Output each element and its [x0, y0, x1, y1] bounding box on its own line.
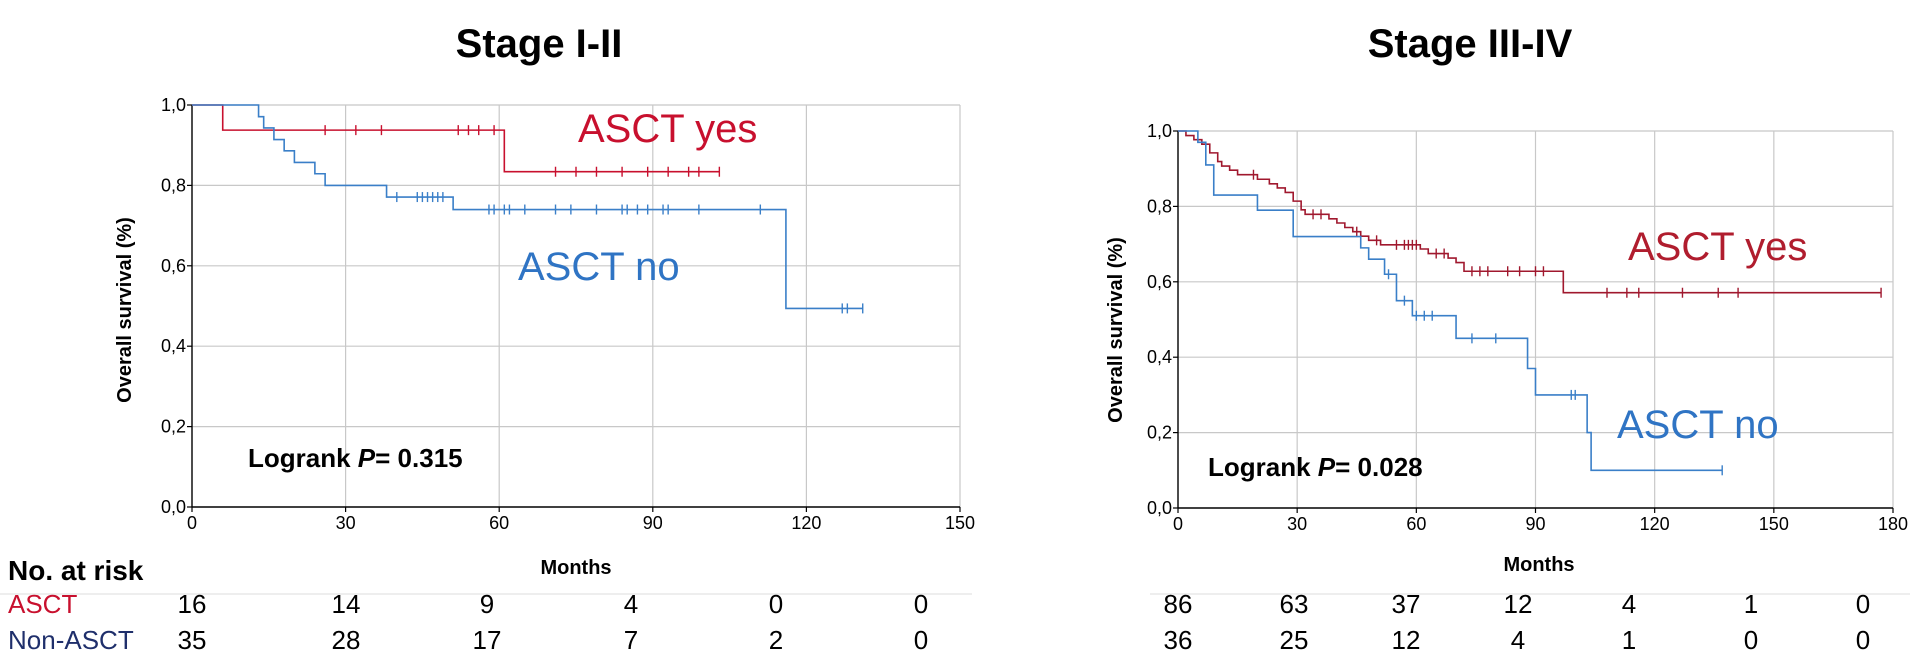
- grid: [1178, 130, 1894, 508]
- risk-value: 0: [1856, 625, 1870, 655]
- y-tick-label: 0,8: [161, 175, 186, 195]
- risk-value: 12: [1504, 589, 1533, 619]
- risk-value: 16: [178, 589, 207, 619]
- logrank-p: P: [1318, 452, 1336, 482]
- logrank-label: Logrank P= 0.028: [1208, 452, 1423, 482]
- y-tick-label: 1,0: [161, 95, 186, 115]
- axes: [187, 104, 961, 512]
- tick-labels: 0 30 60 90 120 150 180 0,0 0,2 0,4 0,6 0,8 1,0: [1147, 121, 1908, 534]
- series-group: [1178, 130, 1882, 476]
- x-tick-label: 90: [1525, 514, 1545, 534]
- risk-value: 2: [769, 625, 783, 655]
- y-tick-label: 0,2: [1147, 423, 1172, 443]
- x-tick-label: 120: [791, 513, 821, 533]
- risk-value: 9: [480, 589, 494, 619]
- chart-title: Stage III-IV: [1368, 22, 1573, 66]
- series-1-curve: [1178, 130, 1723, 472]
- risk-value: 1: [1622, 625, 1636, 655]
- risk-value: 12: [1392, 625, 1421, 655]
- series-group: [192, 104, 864, 314]
- y-tick-label: 0,0: [161, 497, 186, 517]
- risk-value: 36: [1164, 625, 1193, 655]
- y-tick-label: 0,4: [161, 336, 186, 356]
- x-tick-label: 180: [1878, 514, 1908, 534]
- risk-table-header: No. at risk: [8, 555, 144, 586]
- x-tick-label: 150: [1759, 514, 1789, 534]
- y-tick-label: 0,0: [1147, 498, 1172, 518]
- annotation-ascti-no: ASCT no: [1617, 403, 1779, 447]
- risk-table: No. at risk ASCT Non-ASCT 16 14 9 4 0 035 28 17…: [0, 555, 1910, 655]
- y-tick-label: 0,8: [1147, 196, 1172, 216]
- risk-values-stage-3-4: 86 63 37 12 4 1 0 36 25 12 4 1 0 0: [1164, 589, 1871, 655]
- annotation-ascti-yes: ASCT yes: [1628, 225, 1807, 269]
- risk-value: 1: [1744, 589, 1758, 619]
- risk-value: 0: [1856, 589, 1870, 619]
- logrank-value: = 0.028: [1335, 452, 1422, 482]
- risk-value: 0: [914, 625, 928, 655]
- risk-value: 35: [178, 625, 207, 655]
- risk-row-label-non-ascti: Non-ASCT: [8, 625, 134, 655]
- risk-value: 0: [769, 589, 783, 619]
- x-tick-label: 30: [336, 513, 356, 533]
- logrank-value: = 0.315: [375, 443, 462, 473]
- risk-value: 0: [914, 589, 928, 619]
- risk-row-label-ascti: ASCT: [8, 589, 77, 619]
- risk-value: 4: [1511, 625, 1525, 655]
- x-tick-label: 60: [1406, 514, 1426, 534]
- tick-labels: 0 30 60 90 120 150 0,0 0,2 0,4 0,6 0,8 1,0: [161, 95, 975, 533]
- logrank-p: P: [358, 443, 376, 473]
- annotation-ascti-yes: ASCT yes: [578, 107, 757, 151]
- y-axis-label: Overall survival (%): [1105, 237, 1127, 423]
- risk-value: 28: [332, 625, 361, 655]
- y-tick-label: 0,6: [161, 256, 186, 276]
- logrank-prefix: Logrank: [1208, 452, 1318, 482]
- risk-value: 7: [624, 625, 638, 655]
- risk-value: 4: [624, 589, 638, 619]
- risk-values-stage-1-2: 16 14 9 4 0 0 35 28 17 7 2 0: [178, 589, 929, 655]
- x-axis-label: Months: [540, 557, 611, 579]
- risk-value: 0: [1744, 625, 1758, 655]
- chart-stage-1-2: Stage I-II 0 30 60 90 120 150 0,0 0,2 0,4 0,6 0,8 1…: [114, 22, 975, 579]
- risk-value: 14: [332, 589, 361, 619]
- y-tick-label: 0,6: [1147, 272, 1172, 292]
- risk-value: 4: [1622, 589, 1636, 619]
- risk-value: 25: [1280, 625, 1309, 655]
- x-tick-label: 90: [643, 513, 663, 533]
- risk-value: 37: [1392, 589, 1421, 619]
- x-tick-label: 0: [1173, 514, 1183, 534]
- logrank-prefix: Logrank: [248, 443, 358, 473]
- y-tick-label: 0,4: [1147, 347, 1172, 367]
- y-tick-label: 0,2: [161, 417, 186, 437]
- risk-value: 63: [1280, 589, 1309, 619]
- x-axis-label: Months: [1503, 554, 1574, 576]
- logrank-label: Logrank P= 0.315: [248, 443, 463, 473]
- axes: [1173, 130, 1894, 513]
- x-tick-label: 150: [945, 513, 975, 533]
- chart-stage-3-4: Stage III-IV 0 30 60 90 120 150 180 0,0 0,2 0,4 0,…: [1105, 22, 1908, 576]
- risk-value: 17: [473, 625, 502, 655]
- y-axis-label: Overall survival (%): [114, 217, 136, 403]
- series-1-curve: [192, 104, 863, 310]
- y-tick-label: 1,0: [1147, 121, 1172, 141]
- chart-title: Stage I-II: [456, 22, 623, 66]
- series-0-curve: [1178, 130, 1882, 294]
- x-tick-label: 30: [1287, 514, 1307, 534]
- risk-value: 86: [1164, 589, 1193, 619]
- annotation-ascti-no: ASCT no: [518, 245, 680, 289]
- x-tick-label: 120: [1640, 514, 1670, 534]
- x-tick-label: 0: [187, 513, 197, 533]
- x-tick-label: 60: [489, 513, 509, 533]
